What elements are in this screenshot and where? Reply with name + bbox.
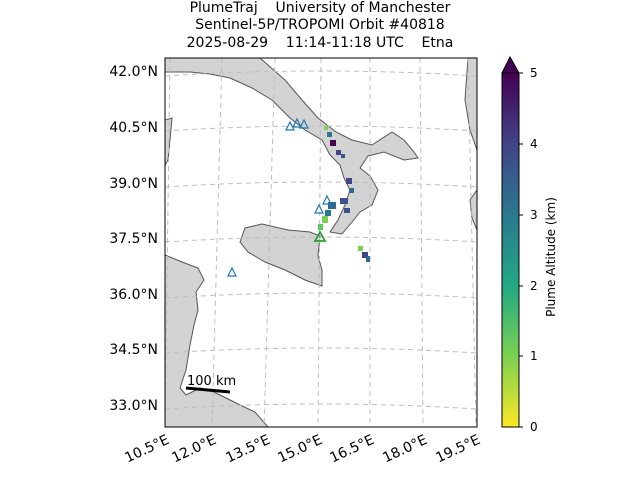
- colorbar-tick-label: 5: [530, 66, 538, 80]
- scale-bar-label: 100 km: [187, 374, 236, 389]
- volcano-markers: [227, 117, 332, 277]
- lat-label: 33.0°N: [109, 398, 158, 414]
- title-line-1: PlumeTraj University of Manchester: [189, 0, 451, 16]
- title-line-3: 2025-08-29 11:14-11:18 UTC Etna: [186, 35, 454, 51]
- map-frame: [164, 57, 478, 428]
- lat-label: 40.5°N: [109, 120, 158, 136]
- lat-label: 34.5°N: [109, 342, 158, 358]
- lat-label: 42.0°N: [109, 64, 158, 80]
- colorbar-extend-max: [501, 55, 520, 74]
- colorbar-tick-label: 2: [530, 279, 538, 293]
- colorbar-tick-label: 3: [530, 208, 538, 222]
- colorbar: [501, 72, 520, 428]
- graticule: [165, 58, 477, 427]
- scale-bar: [185, 386, 231, 394]
- colorbar-tick-label: 1: [530, 349, 538, 363]
- lat-label: 39.0°N: [109, 176, 158, 192]
- colorbar-tick-label: 4: [530, 137, 538, 151]
- lat-label: 36.0°N: [109, 287, 158, 303]
- plume-pixels: [318, 126, 370, 262]
- title-line-2: Sentinel-5P/TROPOMI Orbit #40818: [195, 17, 445, 33]
- colorbar-label: Plume Altitude (km): [544, 197, 558, 317]
- lat-label: 37.5°N: [109, 231, 158, 247]
- colorbar-tick-label: 0: [530, 420, 538, 434]
